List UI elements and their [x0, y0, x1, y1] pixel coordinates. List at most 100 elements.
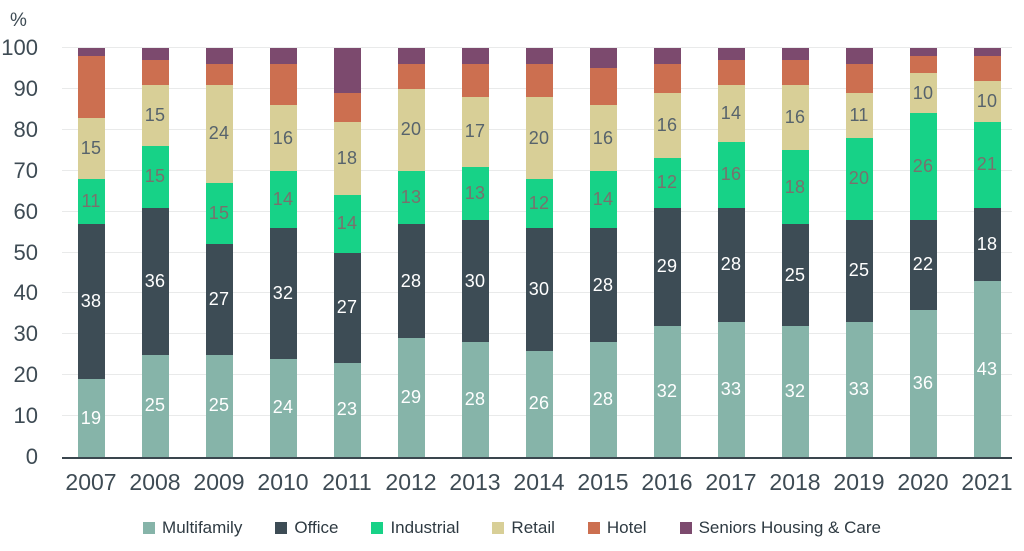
segment-industrial: 11 [77, 178, 105, 224]
legend: Multifamily Office Industrial Retail Hotel Se… [0, 518, 1024, 538]
segment-office: 32 [269, 227, 297, 359]
x-tick-label-2007: 2007 [65, 469, 117, 495]
x-tick-label-2012: 2012 [385, 469, 437, 495]
segment-office: 38 [77, 223, 105, 380]
segment-multifamily: 19 [77, 379, 105, 457]
segment-value-label: 24 [272, 397, 294, 418]
segment-hotel [717, 60, 745, 85]
y-tick-label: 40 [13, 280, 38, 306]
stacked-bar-2013: 28 30 13 17 [461, 48, 489, 457]
segment-value-label: 21 [976, 154, 998, 175]
stacked-bar-2007: 19 38 11 15 [77, 48, 105, 457]
segment-multifamily: 23 [333, 362, 361, 457]
x-tick-label-2020: 2020 [897, 469, 949, 495]
segment-value-label: 14 [272, 188, 294, 209]
legend-swatch-icon [275, 522, 288, 534]
segment-multifamily: 28 [589, 342, 617, 457]
x-tick-label-2014: 2014 [513, 469, 565, 495]
segment-office: 30 [525, 227, 553, 351]
segment-value-label: 20 [528, 127, 550, 148]
segment-value-label: 27 [336, 297, 358, 318]
x-tick-label-2010: 2010 [257, 469, 309, 495]
stacked-bar-2011: 23 27 14 18 [333, 48, 361, 457]
segment-industrial: 12 [525, 178, 553, 228]
segment-value-label: 11 [849, 104, 869, 125]
segment-seniors-housing-care [141, 48, 169, 61]
segment-value-label: 26 [528, 393, 550, 414]
bar-group-2016: 32 29 12 16 [635, 48, 699, 457]
legend-swatch-icon [492, 522, 505, 534]
stacked-bar-2014: 26 30 12 20 [525, 48, 553, 457]
stacked-bar-2015: 28 28 14 16 [589, 48, 617, 457]
segment-office: 28 [717, 207, 745, 323]
y-tick-label: 80 [13, 116, 38, 142]
segment-retail: 16 [269, 105, 297, 171]
segment-value-label: 28 [720, 254, 742, 275]
segment-hotel [909, 56, 937, 73]
segment-value-label: 18 [336, 147, 358, 168]
y-tick-label: 0 [25, 444, 38, 469]
legend-item-seniors-housing-care: Seniors Housing & Care [679, 518, 881, 538]
bar-group-2021: 43 18 21 10 [955, 48, 1019, 457]
segment-multifamily: 32 [653, 326, 681, 457]
segment-office: 27 [333, 252, 361, 363]
segment-industrial: 14 [589, 170, 617, 228]
segment-value-label: 28 [592, 389, 614, 410]
segment-office: 29 [653, 207, 681, 327]
bar-group-2019: 33 25 20 11 [827, 48, 891, 457]
segment-hotel [781, 60, 809, 85]
y-tick-label: 20 [13, 362, 38, 388]
segment-seniors-housing-care [781, 48, 809, 61]
segment-hotel [269, 64, 297, 106]
segment-office: 25 [845, 219, 873, 323]
y-tick-label: 100 [1, 35, 38, 60]
segment-industrial: 21 [973, 121, 1001, 208]
segment-value-label: 20 [400, 119, 422, 140]
bar-group-2007: 19 38 11 15 [59, 48, 123, 457]
x-tick-label-2008: 2008 [129, 469, 181, 495]
segment-value-label: 14 [592, 188, 614, 209]
segment-value-label: 11 [81, 190, 101, 211]
segment-value-label: 13 [464, 182, 486, 203]
segment-value-label: 38 [80, 291, 102, 312]
stacked-bar-2019: 33 25 20 11 [845, 48, 873, 457]
stacked-bar-2008: 25 36 15 15 [141, 48, 169, 457]
segment-seniors-housing-care [397, 48, 425, 65]
bar-group-2014: 26 30 12 20 [507, 48, 571, 457]
segment-value-label: 28 [400, 270, 422, 291]
segment-hotel [973, 56, 1001, 81]
x-tick-label-2015: 2015 [577, 469, 629, 495]
bar-group-2013: 28 30 13 17 [443, 48, 507, 457]
x-tick-label-2009: 2009 [193, 469, 245, 495]
x-tick-label-2013: 2013 [449, 469, 501, 495]
bar-group-2011: 23 27 14 18 [315, 48, 379, 457]
segment-value-label: 23 [336, 399, 358, 420]
x-tick-label-2021: 2021 [961, 469, 1013, 495]
segment-office: 28 [589, 227, 617, 343]
segment-value-label: 20 [848, 168, 870, 189]
segment-office: 18 [973, 207, 1001, 282]
segment-retail: 16 [589, 105, 617, 171]
segment-industrial: 20 [845, 137, 873, 220]
segment-value-label: 29 [656, 256, 678, 277]
segment-value-label: 26 [912, 156, 934, 177]
y-tick-label: 90 [13, 75, 38, 101]
stacked-bar-2010: 24 32 14 16 [269, 48, 297, 457]
segment-seniors-housing-care [205, 48, 233, 65]
segment-value-label: 18 [784, 176, 806, 197]
segment-office: 36 [141, 207, 169, 355]
segment-value-label: 15 [80, 137, 102, 158]
segment-retail: 18 [333, 121, 361, 196]
bar-group-2012: 29 28 13 20 [379, 48, 443, 457]
legend-swatch-icon [143, 522, 156, 534]
bar-group-2017: 33 28 16 14 [699, 48, 763, 457]
segment-retail: 20 [397, 88, 425, 171]
segment-office: 28 [397, 223, 425, 339]
segment-value-label: 10 [912, 82, 934, 103]
stacked-bar-2020: 36 22 26 10 [909, 48, 937, 457]
legend-swatch-icon [679, 522, 692, 534]
segment-seniors-housing-care [717, 48, 745, 61]
x-tick-label-2019: 2019 [833, 469, 885, 495]
segment-retail: 15 [77, 117, 105, 179]
